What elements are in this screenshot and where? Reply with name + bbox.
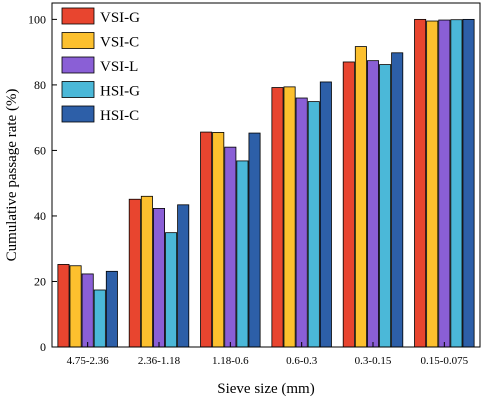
bar-vsi-g-4.75-2.36 <box>57 264 70 348</box>
bar-hsi-g-0.3-0.15 <box>379 64 392 348</box>
y-tick-label: 20 <box>34 274 46 288</box>
legend-label-vsi-c: VSI-C <box>100 35 139 51</box>
bar-vsi-c-0.6-0.3 <box>283 86 296 348</box>
bar-vsi-c-0.15-0.075 <box>426 20 439 348</box>
legend: VSI-G VSI-C VSI-L HSI-G HSI-C <box>61 7 140 124</box>
y-axis-title: Cumulative passage rate (%) <box>4 89 20 262</box>
bar-vsi-c-1.18-0.6 <box>212 132 225 348</box>
x-tick-label: 2.36-1.18 <box>138 355 181 367</box>
y-tick-label: 0 <box>40 340 46 354</box>
bar-vsi-c-4.75-2.36 <box>69 265 82 348</box>
bar-hsi-c-0.6-0.3 <box>319 81 332 348</box>
y-tick-label: 100 <box>28 12 46 26</box>
bar-hsi-g-0.15-0.075 <box>450 19 463 348</box>
plot-frame <box>51 2 481 348</box>
bar-vsi-l-2.36-1.18 <box>152 208 165 348</box>
y-tick-label: 40 <box>34 209 46 223</box>
bar-vsi-g-0.3-0.15 <box>342 61 355 348</box>
x-tick-label: 4.75-2.36 <box>67 355 110 367</box>
x-tick-label: 0.6-0.3 <box>286 355 318 367</box>
bar-hsi-g-2.36-1.18 <box>165 232 178 348</box>
bar-vsi-g-2.36-1.18 <box>128 198 141 348</box>
legend-swatch-vsi-g <box>61 7 95 25</box>
bar-hsi-c-1.18-0.6 <box>248 132 261 348</box>
y-tick-label: 80 <box>34 78 46 92</box>
bar-hsi-c-0.3-0.15 <box>391 52 404 348</box>
bar-vsi-g-1.18-0.6 <box>200 131 213 348</box>
bar-vsi-c-2.36-1.18 <box>140 195 153 348</box>
x-axis: 4.75-2.36 2.36-1.18 1.18-0.6 0.6-0.3 0.3-0.1… <box>67 342 469 367</box>
bar-hsi-c-0.15-0.075 <box>462 18 475 348</box>
bar-hsi-g-1.18-0.6 <box>236 160 249 348</box>
legend-label-vsi-g: VSI-G <box>100 10 140 26</box>
y-axis: 0 20 40 60 80 100 <box>28 12 57 354</box>
legend-label-hsi-c: HSI-C <box>100 108 139 124</box>
bar-vsi-l-4.75-2.36 <box>81 273 94 348</box>
bars-group <box>57 18 475 348</box>
bar-vsi-g-0.15-0.075 <box>414 18 427 348</box>
x-tick-label: 0.3-0.15 <box>355 355 392 367</box>
bar-hsi-g-4.75-2.36 <box>93 289 106 348</box>
bar-vsi-l-0.6-0.3 <box>295 97 308 348</box>
bar-vsi-l-0.3-0.15 <box>366 60 379 348</box>
x-tick-label: 1.18-0.6 <box>212 355 249 367</box>
bar-hsi-g-0.6-0.3 <box>307 101 320 348</box>
legend-swatch-vsi-l <box>61 56 95 74</box>
bar-vsi-g-0.6-0.3 <box>271 87 284 348</box>
legend-swatch-hsi-c <box>61 105 95 123</box>
x-axis-title: Sieve size (mm) <box>217 381 314 397</box>
y-tick-label: 60 <box>34 143 46 157</box>
bar-hsi-c-2.36-1.18 <box>177 204 190 348</box>
bar-hsi-c-4.75-2.36 <box>105 270 118 348</box>
bar-vsi-c-0.3-0.15 <box>354 46 367 348</box>
legend-swatch-hsi-g <box>61 81 95 98</box>
legend-swatch-vsi-c <box>61 32 95 49</box>
legend-label-hsi-g: HSI-G <box>100 84 140 100</box>
bar-vsi-l-1.18-0.6 <box>224 146 237 348</box>
bar-vsi-l-0.15-0.075 <box>438 19 451 348</box>
x-tick-label: 0.15-0.075 <box>420 355 468 367</box>
legend-label-vsi-l: VSI-L <box>100 59 138 75</box>
